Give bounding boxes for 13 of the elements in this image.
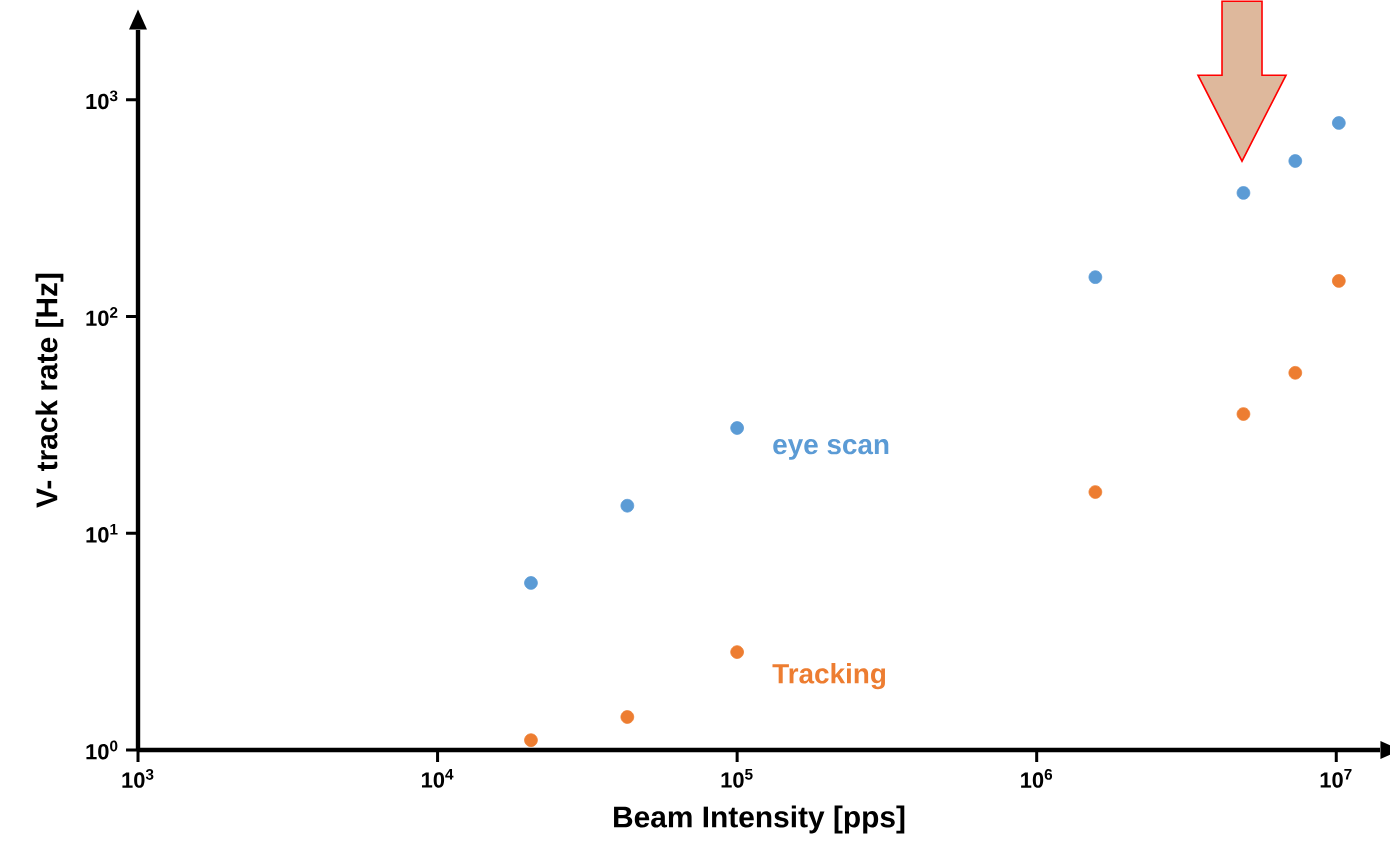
x-tick-label: 10$^{5}$ xyxy=(721,769,753,788)
x-tick-label: 10$^{3}$ xyxy=(122,769,154,788)
x-tick-label: 10$^{4}$ xyxy=(421,769,454,788)
series-label: Tracking xyxy=(772,663,886,690)
y-tick-label: 10$^{0}$ xyxy=(86,740,118,760)
y-axis-title: V- track rate [Hz] xyxy=(35,273,64,508)
series-label: eye scan xyxy=(773,439,889,460)
y-tick-label: 10$^{3}$ xyxy=(86,90,118,110)
y-tick-label: 10$^{1}$ xyxy=(86,523,118,543)
x-axis-title: Beam Intensity [pps] xyxy=(614,805,905,834)
y-tick-label: 10$^{2}$ xyxy=(86,307,118,326)
x-tick-label: 10$^{7}$ xyxy=(1320,769,1352,788)
x-tick-label: 10$^{6}$ xyxy=(1021,769,1053,788)
